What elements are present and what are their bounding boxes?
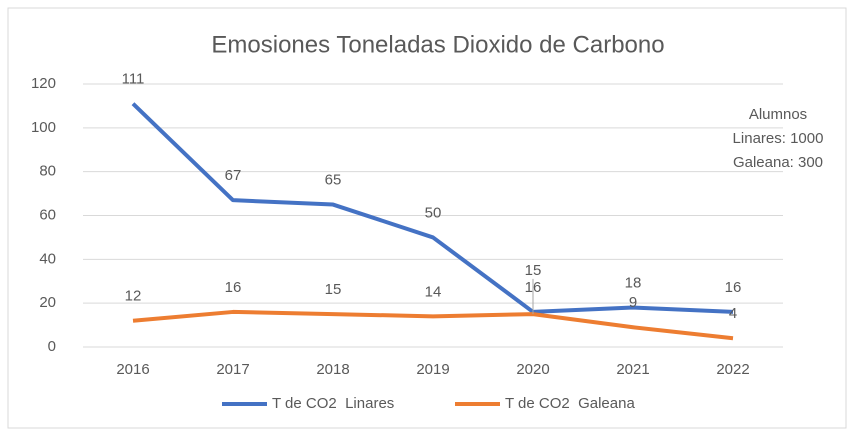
y-tick-label: 100 [31, 119, 56, 136]
y-tick-label: 0 [48, 338, 56, 355]
data-label: 50 [425, 204, 442, 221]
data-label: 12 [125, 288, 142, 305]
line-series [132, 309, 734, 341]
x-tick-label: 2019 [416, 361, 449, 378]
annotation: Alumnos [749, 106, 807, 123]
y-tick-label: 120 [31, 75, 56, 92]
data-label: 67 [225, 167, 242, 184]
x-tick-label: 2017 [216, 361, 249, 378]
data-label: 14 [425, 283, 442, 300]
line-series [131, 102, 734, 314]
y-tick-label: 80 [39, 163, 56, 180]
x-tick-label: 2022 [716, 361, 749, 378]
x-tick-label: 2021 [616, 361, 649, 378]
y-tick-label: 40 [39, 250, 56, 267]
data-label: 15 [525, 262, 542, 279]
legend-label: T de CO2 Galeana [505, 395, 635, 412]
data-label: 15 [325, 281, 342, 298]
x-tick-label: 2018 [316, 361, 349, 378]
data-label: 111 [122, 71, 145, 88]
annotation: Galeana: 300 [733, 154, 823, 171]
x-tick-label: 2016 [116, 361, 149, 378]
y-tick-label: 60 [39, 206, 56, 223]
y-tick-label: 20 [39, 294, 56, 311]
data-label: 65 [325, 172, 342, 189]
data-label: 18 [625, 275, 642, 292]
chart-title: Emosiones Toneladas Dioxido de Carbono [211, 31, 664, 58]
data-label: 9 [629, 294, 637, 311]
x-tick-label: 2020 [516, 361, 549, 378]
data-label: 4 [729, 305, 737, 322]
chart-frame [7, 7, 847, 429]
data-label: 16 [225, 279, 242, 296]
legend-label: T de CO2 Linares [272, 395, 394, 412]
data-label: 16 [725, 279, 742, 296]
annotation: Linares: 1000 [733, 130, 824, 147]
